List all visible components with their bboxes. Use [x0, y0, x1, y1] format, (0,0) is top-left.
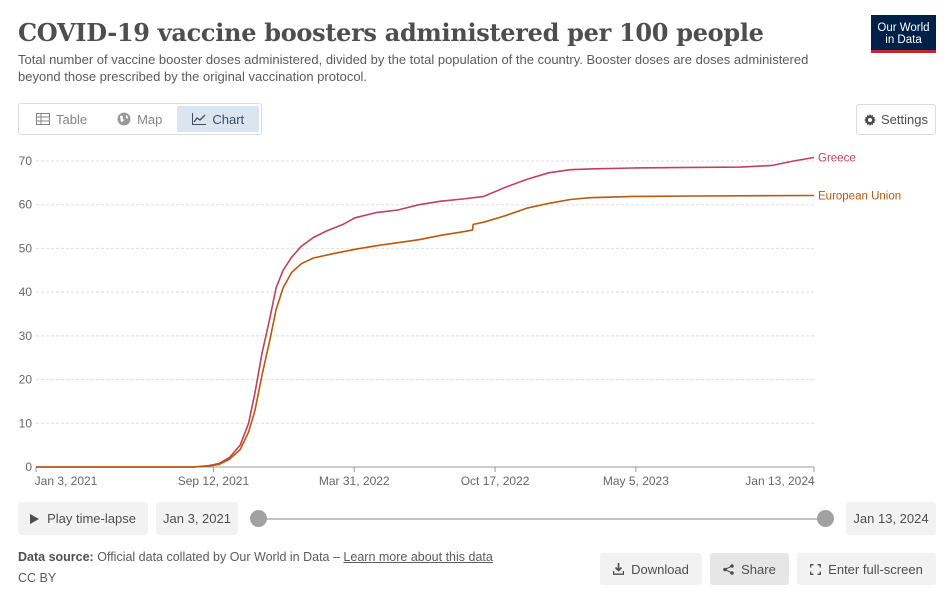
- view-tabs: Table Map Chart: [18, 103, 263, 135]
- chart-title: COVID-19 vaccine boosters administered p…: [18, 18, 764, 47]
- y-tick-label: 60: [19, 198, 33, 212]
- line-chart: 0 10 20 30 40 50 60 70 Jan 3, 2021 Sep 12, 2021 Ma…: [19, 153, 901, 488]
- source-text: Official data collated by Our World in D…: [97, 550, 340, 564]
- play-timelapse-button[interactable]: Play time-lapse: [18, 502, 148, 535]
- timeline-start-handle[interactable]: [250, 510, 267, 527]
- fullscreen-label: Enter full-screen: [828, 561, 923, 577]
- x-tick-label: May 5, 2023: [603, 474, 669, 488]
- source-label: Data source:: [18, 550, 94, 564]
- gear-icon: [864, 113, 876, 126]
- owid-logo[interactable]: Our World in Data: [871, 15, 936, 53]
- x-tick-label: Mar 31, 2022: [319, 474, 390, 488]
- timeline-start-date[interactable]: Jan 3, 2021: [156, 502, 238, 535]
- data-source: Data source: Official data collated by O…: [18, 550, 493, 564]
- download-label: Download: [631, 561, 689, 577]
- share-icon: [723, 563, 734, 575]
- download-button[interactable]: Download: [600, 553, 702, 585]
- tab-map[interactable]: Map: [102, 106, 177, 132]
- play-icon: [30, 513, 40, 524]
- y-tick-label: 0: [25, 460, 32, 474]
- x-tick-label: Sep 12, 2021: [178, 474, 250, 488]
- y-tick-label: 40: [19, 285, 33, 299]
- logo-text-line2: in Data: [885, 34, 922, 46]
- expand-icon: [810, 563, 822, 575]
- download-icon: [613, 563, 625, 575]
- x-tick-label: Oct 17, 2022: [461, 474, 530, 488]
- y-tick-label: 10: [19, 416, 33, 430]
- globe-icon: [117, 112, 131, 126]
- timeline-end-date[interactable]: Jan 13, 2024: [846, 502, 936, 535]
- tab-table-label: Table: [56, 111, 88, 127]
- chart-subtitle: Total number of vaccine booster doses ad…: [18, 52, 809, 84]
- tab-map-label: Map: [137, 111, 163, 127]
- y-tick-label: 50: [19, 241, 33, 255]
- series-line-european-union: [36, 194, 815, 468]
- y-tick-label: 30: [19, 329, 33, 343]
- x-tick-label: Jan 3, 2021: [35, 474, 98, 488]
- x-tick-label: Jan 13, 2024: [745, 474, 815, 488]
- settings-button[interactable]: Settings: [856, 104, 936, 135]
- series-line-greece: [36, 156, 815, 468]
- tab-chart[interactable]: Chart: [177, 106, 260, 132]
- license-text: CC BY: [18, 571, 57, 585]
- y-tick-label: 20: [19, 373, 33, 387]
- line-chart-icon: [192, 113, 207, 125]
- share-label: Share: [741, 561, 776, 577]
- series-label-european-union: European Union: [818, 191, 901, 203]
- timeline-slider-track[interactable]: [258, 518, 826, 520]
- share-button[interactable]: Share: [710, 553, 789, 585]
- tab-table[interactable]: Table: [21, 106, 102, 132]
- play-label: Play time-lapse: [47, 511, 136, 526]
- logo-text-line1: Our World: [877, 22, 930, 34]
- table-icon: [36, 113, 50, 125]
- settings-label: Settings: [881, 112, 928, 127]
- fullscreen-button[interactable]: Enter full-screen: [797, 553, 936, 585]
- series-label-greece: Greece: [818, 153, 856, 165]
- learn-more-link[interactable]: Learn more about this data: [343, 550, 493, 564]
- tab-chart-label: Chart: [212, 111, 245, 127]
- y-tick-label: 70: [19, 154, 33, 168]
- timeline-end-handle[interactable]: [817, 510, 834, 527]
